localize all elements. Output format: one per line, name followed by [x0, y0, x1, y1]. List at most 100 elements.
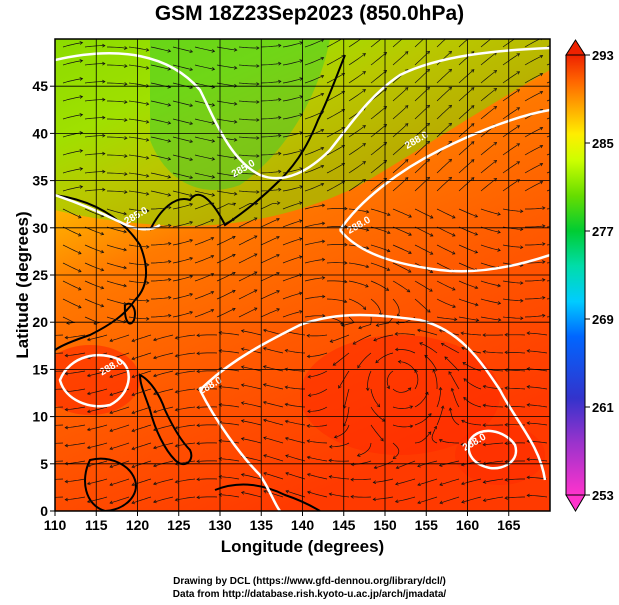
streamline: [414, 280, 433, 292]
streamline-arrowhead: [320, 74, 325, 79]
streamline-arrowhead: [504, 422, 508, 427]
streamline-arrowhead: [211, 157, 216, 161]
streamline-arrowhead: [77, 305, 82, 309]
streamline: [444, 356, 460, 372]
streamline-arrowhead: [145, 65, 150, 70]
streamline-arrowhead: [373, 337, 377, 342]
streamline: [109, 406, 130, 414]
streamline: [151, 314, 171, 318]
streamline-arrowhead: [497, 318, 502, 322]
streamline-arrowhead: [320, 164, 325, 169]
streamline-arrowhead: [153, 373, 157, 378]
streamline: [238, 64, 259, 67]
streamline: [87, 442, 108, 449]
streamline: [483, 460, 504, 465]
streamline: [348, 53, 366, 66]
streamline-arrowhead: [146, 281, 150, 285]
streamline-arrowhead: [124, 190, 128, 194]
streamline-arrowhead: [211, 139, 216, 143]
streamline: [263, 347, 284, 354]
streamline-arrowhead: [263, 418, 267, 423]
streamline-arrowhead: [542, 242, 546, 246]
streamline: [358, 316, 372, 329]
streamline: [151, 296, 171, 300]
streamline-arrowhead: [372, 480, 377, 485]
streamline: [436, 69, 452, 84]
streamline: [505, 351, 526, 354]
streamline-arrowhead: [256, 82, 260, 86]
streamline-arrowhead: [240, 473, 245, 477]
streamline-arrowhead: [233, 101, 238, 106]
streamline: [392, 123, 409, 138]
streamline: [194, 309, 214, 318]
streamline: [238, 271, 258, 282]
streamline: [282, 310, 303, 318]
streamline-arrowhead: [471, 34, 474, 37]
streamline-arrowhead: [102, 115, 106, 120]
streamline-arrowhead: [539, 90, 544, 95]
streamline: [153, 370, 174, 377]
streamline-arrowhead: [109, 446, 113, 451]
streamline: [370, 106, 387, 120]
streamline-arrowhead: [475, 302, 479, 307]
streamline: [107, 46, 128, 49]
streamline: [109, 478, 130, 486]
streamline: [194, 291, 214, 300]
streamline: [304, 315, 325, 318]
streamline: [348, 179, 366, 192]
streamline: [304, 222, 325, 228]
streamline-arrowhead: [146, 245, 150, 249]
streamline-arrowhead: [322, 314, 326, 318]
streamline-arrowhead: [167, 241, 172, 246]
streamline: [461, 496, 482, 503]
streamline: [194, 64, 215, 70]
streamline-arrowhead: [254, 201, 259, 206]
streamline-arrowhead: [451, 233, 456, 237]
streamline-arrowhead: [343, 299, 348, 304]
streamline-arrowhead: [167, 193, 172, 197]
streamline: [304, 111, 324, 120]
streamline-arrowhead: [131, 500, 135, 505]
streamline: [375, 352, 394, 364]
streamline-arrowhead: [285, 489, 289, 494]
streamline-arrowhead: [474, 250, 479, 254]
streamline: [504, 369, 526, 372]
streamline: [436, 208, 456, 219]
streamline-arrowhead: [284, 419, 289, 424]
streamline-arrowhead: [77, 251, 82, 255]
streamline-arrowhead: [64, 479, 69, 484]
streamline-arrowhead: [189, 49, 194, 54]
streamline: [396, 460, 416, 469]
streamline-arrowhead: [100, 231, 105, 236]
streamline-arrowhead: [102, 97, 106, 102]
streamline: [62, 114, 83, 120]
streamline: [504, 460, 525, 463]
streamline: [84, 262, 104, 271]
streamline-arrowhead: [504, 368, 508, 372]
streamline-arrowhead: [218, 492, 222, 497]
streamline-arrowhead: [253, 253, 258, 257]
streamline: [219, 350, 240, 354]
streamline-arrowhead: [429, 269, 434, 273]
streamline: [128, 136, 149, 141]
streamline-arrowhead: [123, 283, 127, 288]
streamline-arrowhead: [131, 482, 135, 487]
streamline-arrowhead: [482, 349, 486, 354]
streamline-arrowhead: [174, 353, 179, 358]
streamline-arrowhead: [328, 492, 333, 497]
streamline-arrowhead: [482, 333, 486, 337]
streamline: [285, 437, 306, 444]
streamline-arrowhead: [320, 110, 325, 115]
streamline-arrowhead: [516, 125, 521, 129]
streamline-arrowhead: [320, 182, 325, 187]
streamline-arrowhead: [526, 421, 530, 425]
streamline-arrowhead: [493, 105, 498, 110]
streamline: [151, 260, 171, 264]
streamline-arrowhead: [153, 445, 157, 450]
streamline-arrowhead: [448, 158, 452, 163]
streamline-arrowhead: [306, 439, 311, 444]
streamline: [525, 279, 545, 282]
streamline: [414, 51, 430, 66]
streamline: [524, 163, 543, 174]
streamline: [395, 478, 416, 485]
